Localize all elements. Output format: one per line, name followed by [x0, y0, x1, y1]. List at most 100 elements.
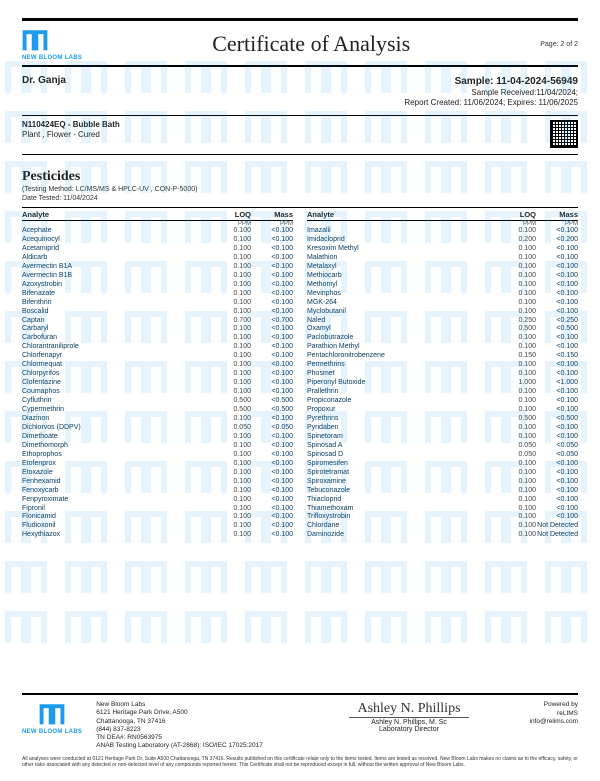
analyte-row: Thiamethoxam0.100<0.100 [307, 505, 578, 514]
divider [22, 154, 578, 155]
analyte-name: Malathion [307, 254, 494, 263]
analyte-mass: <1.000 [536, 379, 578, 388]
section-method: (Testing Method: LC/MS/MS & HPLC-UV , CO… [22, 185, 578, 194]
analyte-row: Tebuconazole0.100<0.100 [307, 487, 578, 496]
signature-block: Ashley N. Phillips Ashley N. Phillips, M… [334, 701, 484, 733]
analyte-row: Acetamiprid0.100<0.100 [22, 245, 293, 254]
analyte-name: Carbofuran [22, 334, 209, 343]
analyte-name: Avermectin B1A [22, 263, 209, 272]
analyte-name: Spirotetramat [307, 469, 494, 478]
analyte-row: Cyfluthrin0.500<0.500 [22, 397, 293, 406]
analyte-loq: 0.100 [209, 290, 251, 299]
analyte-row: Dimethomorph0.100<0.100 [22, 442, 293, 451]
analyte-loq: 0.150 [494, 352, 536, 361]
analyte-name: Carbaryl [22, 325, 209, 334]
analyte-loq: 0.100 [209, 487, 251, 496]
analyte-row: Paclobutrazole0.100<0.100 [307, 334, 578, 343]
analyte-loq: 0.050 [209, 424, 251, 433]
col-mass: Mass [251, 210, 293, 219]
product-id-name: N110424EQ - Bubble Bath [22, 120, 120, 130]
analyte-name: Cypermethrin [22, 406, 209, 415]
analyte-row: Fipronil0.100<0.100 [22, 505, 293, 514]
analyte-row: Methiocarb0.100<0.100 [307, 272, 578, 281]
analyte-name: Avermectin B1B [22, 272, 209, 281]
analyte-loq: 0.100 [494, 281, 536, 290]
footer-address: New Bloom Labs 6121 Heritage Park Drive,… [96, 701, 320, 750]
section-date-tested: Date Tested: 11/04/2024 [22, 194, 578, 203]
analyte-mass: <0.100 [536, 263, 578, 272]
analyte-loq: 0.100 [494, 460, 536, 469]
analyte-loq: 0.500 [209, 406, 251, 415]
powered-label: Powered by [498, 701, 578, 709]
analyte-loq: 0.100 [494, 361, 536, 370]
analyte-row: Spinosad A0.050<0.050 [307, 442, 578, 451]
analyte-name: Paclobutrazole [307, 334, 494, 343]
analyte-mass: <0.100 [251, 343, 293, 352]
analyte-mass: <0.100 [251, 263, 293, 272]
analyte-row: Captan0.700<0.700 [22, 317, 293, 326]
analyte-name: Clofentazine [22, 379, 209, 388]
analyte-loq: 0.100 [494, 487, 536, 496]
analyte-mass: <0.100 [251, 227, 293, 236]
analyte-row: Propoxur0.100<0.100 [307, 406, 578, 415]
analyte-row: Trifloxystrobin0.100<0.100 [307, 513, 578, 522]
analyte-loq: 0.100 [494, 370, 536, 379]
divider [22, 207, 578, 208]
analyte-mass: <0.100 [251, 236, 293, 245]
analyte-mass: <0.100 [251, 281, 293, 290]
analyte-name: Coumaphos [22, 388, 209, 397]
analyte-mass: <0.100 [251, 308, 293, 317]
analyte-mass: <0.100 [536, 308, 578, 317]
analyte-mass: <0.500 [251, 406, 293, 415]
sample-id: Sample: 11-04-2024-56949 [404, 75, 578, 88]
analyte-name: Fenoxycarb [22, 487, 209, 496]
analyte-loq: 0.100 [494, 308, 536, 317]
footer-phone: (844) 837-8223 [96, 726, 320, 734]
analyte-mass: <0.100 [251, 487, 293, 496]
analyte-column-right: AnalyteLOQMassPPMPPMImazalil0.100<0.100I… [307, 210, 578, 540]
analyte-loq: 0.100 [494, 478, 536, 487]
analyte-mass: <0.100 [251, 451, 293, 460]
analyte-loq: 0.100 [209, 415, 251, 424]
analyte-mass: <0.100 [536, 334, 578, 343]
analyte-mass: <0.200 [536, 236, 578, 245]
analyte-row: Acequinocyl0.100<0.100 [22, 236, 293, 245]
analyte-loq: 0.100 [494, 424, 536, 433]
analyte-loq: 0.100 [209, 281, 251, 290]
analyte-mass: <0.100 [536, 370, 578, 379]
analyte-loq: 0.100 [209, 379, 251, 388]
analyte-row: Malathion0.100<0.100 [307, 254, 578, 263]
col-loq: LOQ [494, 210, 536, 219]
analyte-name: Metalaxyl [307, 263, 494, 272]
analyte-mass: <0.700 [251, 317, 293, 326]
analyte-row: Etofenprox0.100<0.100 [22, 460, 293, 469]
analyte-name: Chlordane [307, 522, 494, 531]
col-loq: LOQ [209, 210, 251, 219]
analyte-row: Fludioxonil0.100<0.100 [22, 522, 293, 531]
analyte-loq: 0.100 [494, 272, 536, 281]
analyte-loq: 0.100 [494, 254, 536, 263]
analyte-mass: <0.100 [251, 469, 293, 478]
analyte-mass: <0.100 [536, 343, 578, 352]
analyte-row: Pentachloronitrobenzene0.150<0.150 [307, 352, 578, 361]
analyte-name: Diazinon [22, 415, 209, 424]
analyte-mass: <0.100 [251, 352, 293, 361]
analyte-mass: <0.500 [251, 397, 293, 406]
analyte-name: Fenhexamid [22, 478, 209, 487]
analyte-name: Chlorantraniliprole [22, 343, 209, 352]
analyte-loq: 0.100 [209, 272, 251, 281]
analyte-name: Spiroxamine [307, 478, 494, 487]
sample-received: Sample Received:11/04/2024; [404, 88, 578, 98]
analyte-loq: 0.100 [209, 361, 251, 370]
analyte-name: Spinosad A [307, 442, 494, 451]
report-created-expires: Report Created: 11/06/2024; Expires: 11/… [404, 98, 578, 108]
analyte-name: Bifenthrin [22, 299, 209, 308]
analyte-mass: Not Detected [536, 522, 578, 531]
analyte-row: Thiacloprid0.100<0.100 [307, 496, 578, 505]
divider [22, 115, 578, 116]
analyte-loq: 0.500 [209, 397, 251, 406]
analyte-mass: <0.100 [251, 370, 293, 379]
analyte-row: Acephate0.100<0.100 [22, 227, 293, 236]
analyte-loq: 0.500 [494, 415, 536, 424]
analyte-row: Methomyl0.100<0.100 [307, 281, 578, 290]
